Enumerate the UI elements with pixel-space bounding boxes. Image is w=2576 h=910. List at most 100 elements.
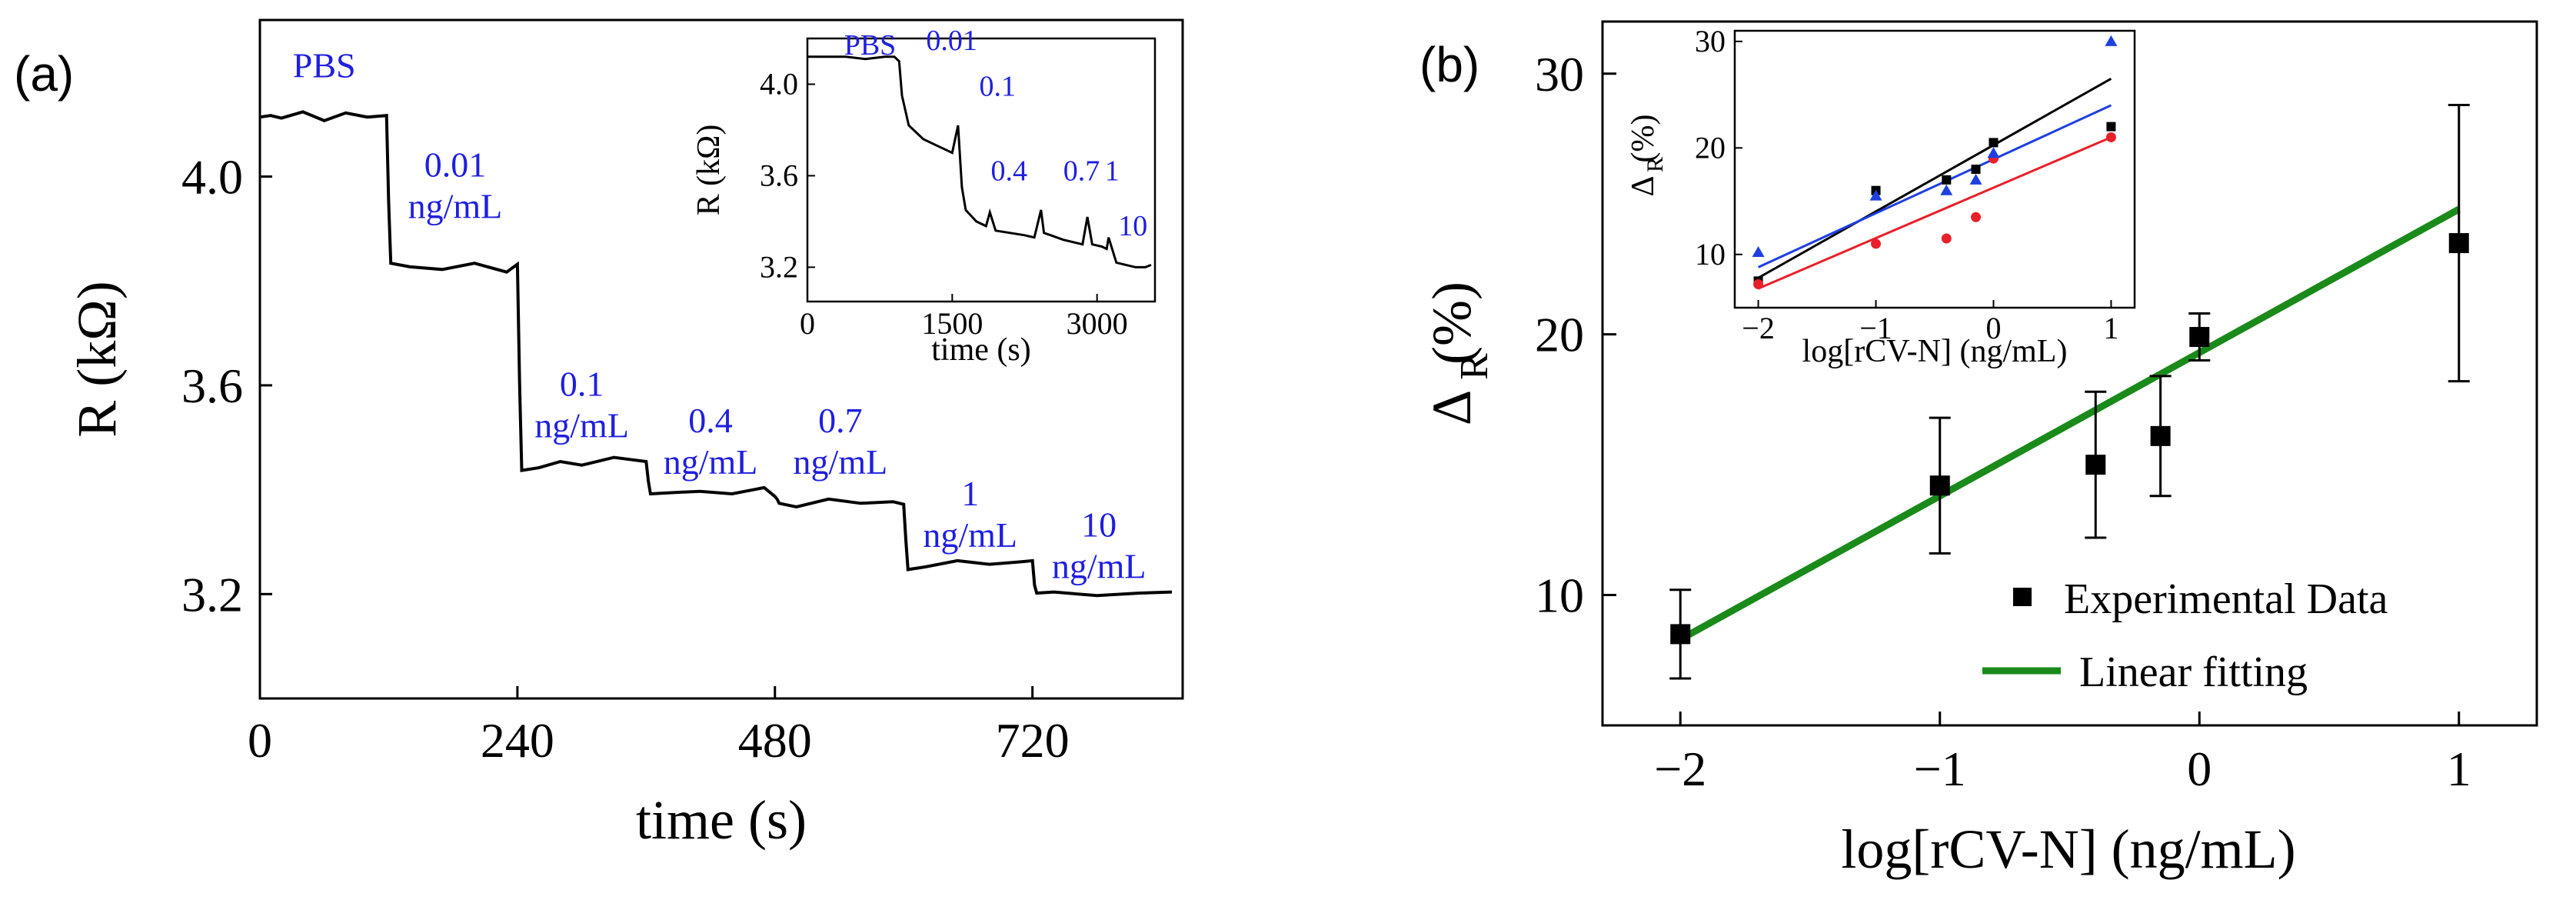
panel-b-inset-point-red xyxy=(1753,279,1764,290)
panel-a-inset-x-ticks: 0 1500 3000 xyxy=(800,294,1128,341)
panel-a-inset-annotations: PBS 0.010.1 0.4 0.7 1 10 xyxy=(844,25,1148,242)
panel-b-y-ticks: 10 20 30 xyxy=(1535,47,1616,623)
panel-b-inset-point-red xyxy=(1941,233,1952,244)
panel-a-annotation-label: 10 xyxy=(1081,505,1117,545)
panel-b-inset-frame xyxy=(1733,29,2136,309)
panel-a-inset-annotation-label: 0.01 xyxy=(926,25,977,57)
panel-a-annotation-label: 0.01 xyxy=(424,145,487,185)
panel-a-annotation-label: ng/mL xyxy=(664,442,758,482)
panel-a-x-tick-label: 0 xyxy=(248,713,272,768)
panel-b-inset-fit-lines xyxy=(1757,78,2112,290)
panel-b-inset-fit-line-black xyxy=(1757,78,2112,279)
panel-b-data-point xyxy=(2150,425,2171,446)
legend-label-experimental: Experimental Data xyxy=(2064,575,2388,623)
legend-label-linear-fitting: Linear fitting xyxy=(2079,648,2308,696)
panel-b-y-axis-title-delta: Δ xyxy=(1421,390,1483,425)
panel-b-data-point xyxy=(1670,624,1691,645)
panel-b-inset-y-tick-label: 20 xyxy=(1695,130,1726,165)
panel-b-y-tick-label: 10 xyxy=(1535,568,1584,623)
panel-b-inset-x-tick-label: 1 xyxy=(2103,311,2118,345)
panel-b-legend: Experimental Data Linear fitting xyxy=(1982,575,2388,696)
panel-b-inset-point-blue xyxy=(1987,147,2000,158)
panel-b-points-layer xyxy=(1669,103,2470,680)
panel-a-x-ticks: 0 240 480 720 xyxy=(248,686,1070,768)
panel-a-y-tick-label: 3.6 xyxy=(181,358,243,413)
panel-b-inset-point-red xyxy=(1871,238,1882,249)
panel-a-inset-annotation-label: 0.4 xyxy=(991,155,1028,187)
panel-b-inset-y-ticks: 10 20 30 xyxy=(1695,24,1742,272)
panel-a-inset-y-tick-label: 4.0 xyxy=(760,66,798,101)
panel-a-resistance-line xyxy=(259,110,1173,598)
panel-a-annotation-label: ng/mL xyxy=(534,405,629,445)
panel-b-plot-frame xyxy=(1601,20,2538,727)
panel-b-y-axis-title: Δ R (%) xyxy=(1421,282,1496,425)
panel-a-inset-resistance-line xyxy=(807,55,1152,268)
panel-a-inset-x-axis-title: time (s) xyxy=(931,332,1030,368)
panel-a-y-tick-label: 4.0 xyxy=(181,150,243,205)
panel-a-inset-x-tick-label: 3000 xyxy=(1067,306,1128,341)
panel-a-inset-y-axis-title: R (kΩ) xyxy=(691,125,727,216)
panel-a-y-ticks: 3.2 3.6 4.0 xyxy=(181,150,272,622)
panel-a-annotation-label: PBS xyxy=(293,46,356,85)
panel-a-annotation-label: 0.4 xyxy=(688,401,733,440)
panel-b-inset-point-red xyxy=(1971,212,1982,222)
panel-b-y-axis-title-subscript: R xyxy=(1453,353,1496,380)
panel-b-x-tick-label: −1 xyxy=(1914,742,1966,796)
panel-a-x-tick-label: 240 xyxy=(481,713,554,768)
panel-b-x-tick-label: 0 xyxy=(2187,742,2212,796)
panel-b-x-tick-label: 1 xyxy=(2447,742,2471,796)
panel-b-x-tick-label: −2 xyxy=(1654,742,1706,796)
panel-a-plot-frame xyxy=(258,18,1184,700)
panel-b-inset-point-black xyxy=(1942,175,1952,185)
panel-b-inset-x-axis-title: log[rCV-N] (ng/mL) xyxy=(1802,334,2068,369)
panel-b-inset-x-tick-label: 0 xyxy=(1985,311,2001,345)
panel-a-inset-annotation-label: 0.1 xyxy=(979,70,1016,102)
panel-b-inset-point-blue xyxy=(1969,173,1982,185)
panel-a-inset-annotation-label: 1 xyxy=(1105,155,1120,187)
panel-a-inset-x-tick-label: 0 xyxy=(800,306,815,341)
panel-b-inset-point-blue xyxy=(1940,184,1953,195)
panel-a-inset-annotation-label: 10 xyxy=(1118,210,1147,242)
legend-marker-experimental xyxy=(2013,588,2032,606)
panel-a: (a) 0 240 480 720 3.2 3.6 4.0 time (s) R (kΩ)… xyxy=(14,18,1184,851)
panel-b-inset-point-red xyxy=(2105,132,2116,142)
panel-b-inset-y-tick-label: 10 xyxy=(1695,237,1726,272)
panel-b-inset-y-tick-label: 30 xyxy=(1695,24,1726,58)
panel-a-inset-annotation-label: PBS xyxy=(844,29,897,62)
panel-b-data-point xyxy=(2189,327,2210,348)
panel-b-inset-point-black xyxy=(1989,138,1999,148)
panel-b-inset-points xyxy=(1752,35,2118,290)
panel-a-x-tick-label: 720 xyxy=(996,713,1070,768)
panel-b-inset-y-axis-title-delta: Δ xyxy=(1626,175,1661,196)
panel-b-data-point xyxy=(2085,455,2106,475)
panel-a-y-tick-label: 3.2 xyxy=(181,567,243,622)
panel-a-inset-y-tick-label: 3.6 xyxy=(760,158,798,192)
panel-a-inset-y-ticks: 3.2 3.6 4.0 xyxy=(760,66,815,284)
panel-a-inset: 0 1500 3000 3.2 3.6 4.0 time (s) R (kΩ) PBS 0… xyxy=(691,25,1157,368)
panel-a-annotation-label: ng/mL xyxy=(1052,547,1147,586)
panel-b-data-point xyxy=(2448,233,2469,254)
panel-a-x-axis-title: time (s) xyxy=(636,789,807,851)
panel-b-inset-point-black xyxy=(1971,165,1981,174)
panel-b-inset-point-black xyxy=(2106,122,2116,132)
panel-b-y-tick-label: 30 xyxy=(1535,47,1584,102)
panel-b-inset-x-tick-label: −2 xyxy=(1742,311,1775,345)
panel-b-y-axis-title-unit: (%) xyxy=(1421,282,1483,365)
panel-b-inset-point-blue xyxy=(2105,35,2118,46)
panel-a-x-tick-label: 480 xyxy=(738,713,812,768)
panel-b-y-tick-label: 20 xyxy=(1535,308,1584,362)
panel-a-inset-y-tick-label: 3.2 xyxy=(760,249,798,284)
panel-b-inset-fit-line-red xyxy=(1757,136,2112,290)
panel-b-inset-x-ticks: −2 −1 0 1 xyxy=(1742,300,2118,345)
panel-a-annotation-label: 1 xyxy=(961,474,979,513)
panel-b-inset-point-blue xyxy=(1869,189,1882,201)
panel-a-inset-annotation-label: 0.7 xyxy=(1063,155,1100,187)
panel-a-inset-x-tick-label: 1500 xyxy=(921,306,983,341)
panel-a-annotation-label: 0.7 xyxy=(818,401,863,440)
panel-b-inset-point-blue xyxy=(1752,246,1765,257)
panel-a-annotation-label: 0.1 xyxy=(560,364,604,403)
panel-b-label: (b) xyxy=(1419,37,1479,92)
